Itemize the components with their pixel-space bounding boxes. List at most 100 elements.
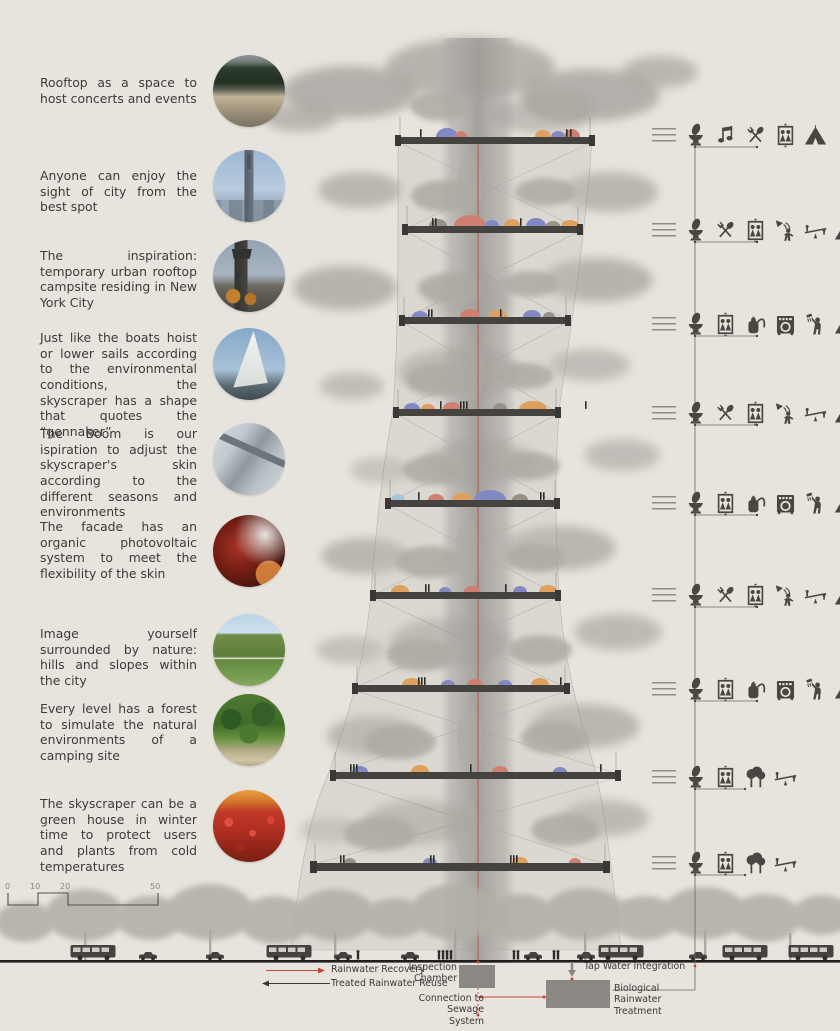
tap-water-supply-line [612,132,757,991]
left-item-7: Image yourself surrounded by nature: hil… [40,614,290,689]
scale-label-20: 20 [60,882,71,891]
toilet-icon [683,312,708,337]
elevator-icon [773,123,798,148]
left-item-8: Every level has a forest to simulate the… [40,694,290,766]
water-pipes-glyph [652,681,676,697]
rainwater-arrow-icon [318,967,325,974]
water-pipes-glyph [652,405,676,421]
sewage-connection-label: Connection to Sewage System [418,993,484,1027]
tank-icon [743,312,768,337]
antenna-icon [773,218,798,243]
water-diagram [262,960,697,1017]
toilet-icon [683,401,708,426]
water-pipes-glyph [652,495,676,511]
connector-dots [693,145,759,877]
amenity-row-level-8 [652,215,840,245]
biological-treatment-label: Biological Rainwater Treatment [614,983,662,1017]
legend-rainwater-recovery: Rainwater Recovery [331,964,425,975]
floor-slabs [310,117,621,873]
washer-icon [773,312,798,337]
toilet-icon [683,677,708,702]
left-item-6: The facade has an organic photovoltaic s… [40,515,290,587]
left-item-text: Anyone can enjoy the sight of city from … [40,168,197,215]
washer-icon [773,491,798,516]
scale-label-0: 0 [5,882,11,891]
water-pipes-glyph [652,587,676,603]
amenity-row-level-6 [652,398,840,428]
toilet-icon [683,218,708,243]
dining-icon [713,401,738,426]
tent-icon [833,583,840,608]
hills-photo [213,614,285,686]
tent-icon [833,218,840,243]
street-trees [0,884,840,960]
dining-icon [743,123,768,148]
concert-photo [213,55,285,127]
amenity-row-level-9 [652,120,828,150]
elevator-icon [713,312,738,337]
elevator-icon [713,765,738,790]
elevator-icon [713,677,738,702]
elevator-icon [743,218,768,243]
toilet-icon [683,491,708,516]
left-item-3: The inspiration: temporary urban rooftop… [40,240,290,312]
treatment-box [546,980,610,1008]
inspection-chamber-label: Inspection Chamber [408,962,457,985]
tent-icon [833,677,840,702]
toilet-icon [683,123,708,148]
inspection-chamber-box [459,965,495,988]
left-item-text: The inspiration: temporary urban rooftop… [40,248,197,310]
left-item-text: Every level has a forest to simulate the… [40,701,197,763]
left-item-5: The Boom is our ispiration to adjust the… [40,423,290,520]
dining-icon [713,218,738,243]
tap-water-integration-label: Tap Water Integration [584,961,686,972]
elevator-icon [743,583,768,608]
left-item-text: Rooftop as a space to host concerts and … [40,75,197,106]
amenity-row-level-2 [652,762,798,792]
tank-icon [743,491,768,516]
left-item-text: The facade has an organic photovoltaic s… [40,519,197,581]
legend-treated-rainwater: Treated Rainwater Reuse [331,977,448,989]
water-tower-photo [213,240,285,312]
dining-icon [713,583,738,608]
photovoltaic-photo [213,515,285,587]
tent-icon [833,491,840,516]
elevator-icon [743,401,768,426]
left-item-9: The skyscraper can be a green house in w… [40,790,290,874]
trees-icon [743,851,768,876]
floor-trees [344,88,599,862]
scale-label-50: 50 [150,882,161,891]
left-item-1: Rooftop as a space to host concerts and … [40,55,290,127]
forest-photo [213,694,285,766]
tent-icon [833,401,840,426]
floor-people [340,129,602,863]
left-item-text: Just like the boats hoist or lower sails… [40,330,197,439]
music-icon [713,123,738,148]
tent-icon [833,312,840,337]
left-item-text: The Boom is our ispiration to adjust the… [40,426,197,520]
tent-icon [803,123,828,148]
seesaw-icon [803,583,828,608]
antenna-icon [773,401,798,426]
antenna-icon [773,583,798,608]
shower-icon [803,677,828,702]
left-item-4: Just like the boats hoist or lower sails… [40,328,290,439]
tap-water-arrow-icon [568,970,576,977]
toilet-icon [683,583,708,608]
washer-icon [773,677,798,702]
amenity-row-level-1 [652,848,798,878]
left-item-text: Image yourself surrounded by nature: hil… [40,626,197,688]
shower-icon [803,491,828,516]
sailboat-photo [213,328,285,400]
trees-icon [743,765,768,790]
seesaw-icon [773,765,798,790]
seesaw-icon [803,218,828,243]
poppies-photo [213,790,285,862]
water-pipes-glyph [652,769,676,785]
skyline-photo [213,150,285,222]
left-item-2: Anyone can enjoy the sight of city from … [40,150,290,222]
water-pipes-glyph [652,222,676,238]
water-pipes-glyph [652,855,676,871]
